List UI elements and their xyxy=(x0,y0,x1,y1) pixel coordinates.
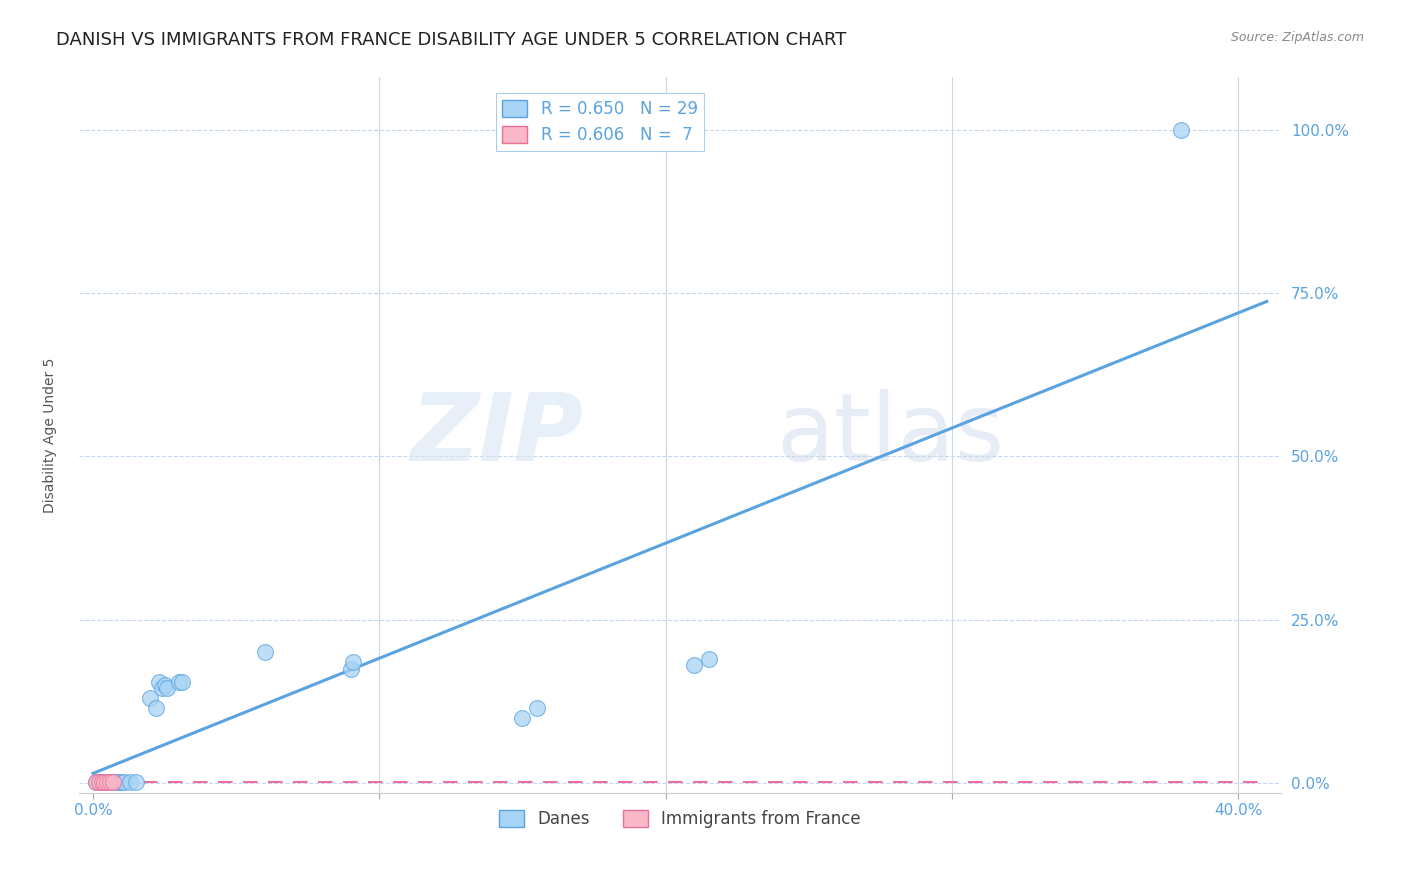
Point xyxy=(101,774,124,789)
Point xyxy=(101,774,124,789)
Text: Source: ZipAtlas.com: Source: ZipAtlas.com xyxy=(1230,31,1364,45)
Point xyxy=(93,774,115,789)
Point xyxy=(1170,122,1192,136)
Point xyxy=(93,774,115,789)
Point xyxy=(512,710,534,724)
Point xyxy=(167,674,190,689)
Point xyxy=(96,774,118,789)
Point xyxy=(139,690,162,705)
Point xyxy=(98,774,121,789)
Point xyxy=(153,678,176,692)
Text: atlas: atlas xyxy=(776,389,1004,481)
Point xyxy=(170,674,193,689)
Point xyxy=(114,774,136,789)
Point xyxy=(104,774,127,789)
Point xyxy=(150,681,173,695)
Y-axis label: Disability Age Under 5: Disability Age Under 5 xyxy=(44,358,58,513)
Point xyxy=(84,774,107,789)
Point xyxy=(87,774,110,789)
Point xyxy=(84,774,107,789)
Point xyxy=(145,700,167,714)
Point xyxy=(253,645,276,659)
Point xyxy=(87,774,110,789)
Point xyxy=(96,774,118,789)
Point xyxy=(107,774,129,789)
Legend: Danes, Immigrants from France: Danes, Immigrants from France xyxy=(492,803,868,834)
Point xyxy=(110,774,132,789)
Point xyxy=(683,658,706,673)
Point xyxy=(342,655,364,669)
Point xyxy=(90,774,112,789)
Point xyxy=(98,774,121,789)
Text: ZIP: ZIP xyxy=(411,389,583,481)
Point xyxy=(148,674,170,689)
Point xyxy=(156,681,179,695)
Point xyxy=(697,652,720,666)
Point xyxy=(120,774,142,789)
Point xyxy=(526,700,548,714)
Point xyxy=(125,774,148,789)
Point xyxy=(90,774,112,789)
Point xyxy=(339,661,361,675)
Text: DANISH VS IMMIGRANTS FROM FRANCE DISABILITY AGE UNDER 5 CORRELATION CHART: DANISH VS IMMIGRANTS FROM FRANCE DISABIL… xyxy=(56,31,846,49)
